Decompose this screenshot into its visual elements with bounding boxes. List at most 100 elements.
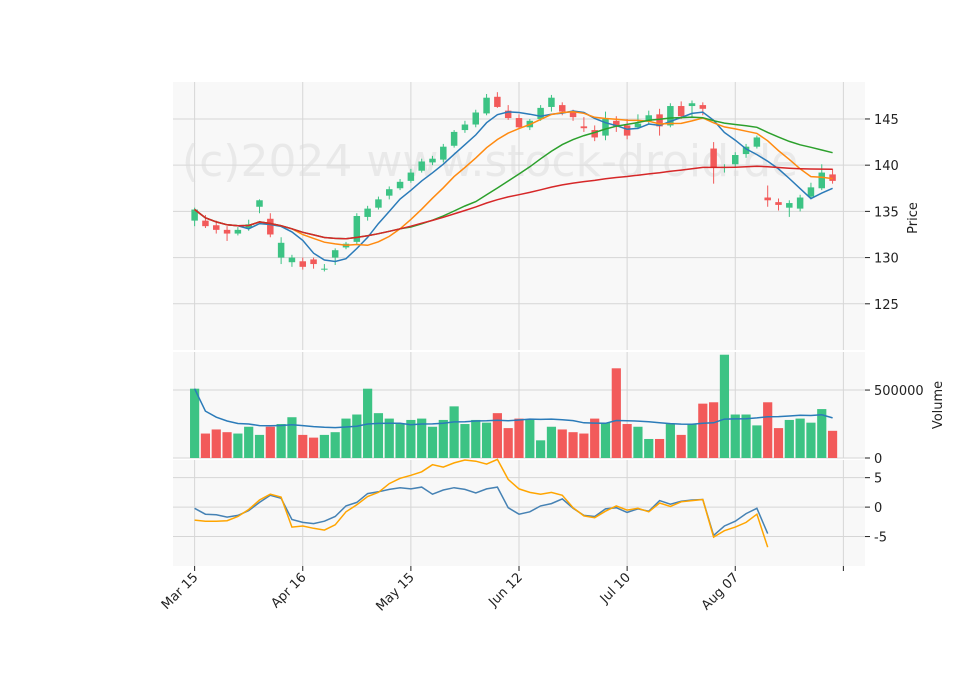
candle-body — [515, 118, 523, 128]
candle-body — [288, 257, 296, 263]
volume-bar — [654, 438, 665, 458]
candle-body — [223, 229, 231, 234]
y-tick-label: 140 — [874, 159, 899, 174]
y-tick-label: 135 — [874, 205, 899, 220]
volume-bar — [244, 426, 254, 458]
volume-bar — [817, 409, 827, 458]
candle-body — [418, 161, 425, 171]
candle-body — [386, 189, 393, 196]
candle-body — [688, 103, 696, 107]
y-tick-label: 125 — [874, 298, 899, 313]
candle-body — [613, 120, 620, 127]
volume-bar — [730, 414, 740, 458]
volume-bars — [190, 354, 838, 458]
volume-bar — [276, 424, 286, 458]
candle-body — [634, 123, 642, 128]
price-grid — [173, 82, 865, 350]
volume-bar — [298, 434, 308, 458]
volume-bar — [611, 368, 621, 458]
candle-body — [191, 209, 198, 221]
volume-bar — [287, 417, 297, 458]
y-tick-label: 0 — [874, 501, 882, 516]
candle-body — [504, 110, 512, 119]
y-tick-label: 500000 — [874, 384, 924, 399]
candle-body — [321, 268, 328, 270]
volume-bar — [330, 432, 340, 458]
x-tick-label: Jun 12 — [486, 570, 526, 610]
candle-body — [277, 242, 285, 258]
oscillator-line-blue — [194, 486, 769, 537]
x-tick-label: Jul 10 — [597, 570, 634, 607]
candle-body — [645, 115, 652, 121]
volume-bar — [190, 388, 200, 458]
candle-body — [537, 107, 544, 119]
volume-bar — [590, 418, 600, 458]
oscillator-line-orange — [194, 458, 769, 548]
candle-body — [623, 125, 631, 136]
sma-short-line — [194, 110, 833, 263]
watermark: (c)2024 www.stock-droid.de — [182, 136, 798, 187]
volume-bar — [827, 430, 838, 458]
volume-bar — [308, 437, 319, 458]
volume-average-path — [193, 388, 833, 429]
x-tick-label: May 15 — [373, 570, 417, 614]
candle-body — [256, 200, 263, 207]
candle-body — [494, 96, 501, 107]
candle-body — [764, 197, 771, 201]
moving-average-lines — [194, 110, 833, 263]
x-tick-label: Apr 16 — [268, 570, 309, 611]
candle-body — [742, 146, 750, 155]
candle-body — [364, 208, 371, 217]
volume-bar — [536, 440, 546, 458]
volume-axis: 0 500000 — [865, 384, 924, 467]
volume-bar — [676, 434, 686, 458]
candle-body — [213, 225, 220, 230]
candle-body — [580, 126, 588, 129]
candle-body — [483, 97, 490, 114]
volume-bar — [644, 438, 654, 458]
volume-bar — [438, 419, 448, 458]
volume-bar — [233, 433, 243, 458]
candle-body — [310, 259, 317, 265]
volume-bar — [557, 429, 567, 458]
candle-body — [591, 130, 598, 138]
volume-axis-label: Volume — [931, 381, 946, 429]
volume-bar — [546, 426, 557, 458]
candle-body — [461, 124, 469, 131]
volume-bar — [709, 402, 719, 458]
volume-panel: 0 500000 Volume — [173, 352, 946, 467]
candle-body — [267, 218, 274, 235]
candle-body — [818, 172, 825, 189]
candle-body — [440, 146, 447, 160]
volume-bar — [795, 418, 805, 458]
y-tick-label: 5 — [874, 472, 882, 487]
x-tick-label: Mar 15 — [159, 570, 202, 613]
volume-bar — [384, 418, 394, 458]
price-axis: 125 130 135 140 145 — [865, 113, 899, 313]
candle-body — [796, 197, 804, 209]
date-axis: Mar 15 Apr 16 May 15 Jun 12 Jul 10 Aug 07 — [159, 566, 844, 614]
volume-bar — [319, 434, 329, 458]
volume-bar — [211, 429, 221, 458]
volume-bar — [514, 418, 524, 458]
volume-bar — [222, 432, 232, 458]
volume-bar — [352, 414, 362, 458]
candle-body — [548, 97, 555, 107]
volume-bar — [579, 433, 589, 458]
volume-average-line — [193, 388, 833, 429]
volume-bar — [449, 406, 459, 458]
volume-bar — [471, 419, 481, 458]
candle-body — [299, 261, 306, 267]
candle-body — [775, 202, 782, 205]
volume-bar — [600, 422, 611, 458]
candle-body — [753, 137, 761, 147]
y-tick-label: 0 — [874, 452, 882, 467]
volume-bar — [568, 432, 578, 458]
candle-body — [732, 155, 739, 165]
price-axis-label: Price — [906, 202, 921, 234]
volume-bar — [460, 424, 470, 458]
oscillator-lines — [194, 458, 769, 548]
candle-body — [829, 174, 836, 181]
candle-body — [331, 250, 339, 258]
candle-body — [202, 220, 209, 227]
